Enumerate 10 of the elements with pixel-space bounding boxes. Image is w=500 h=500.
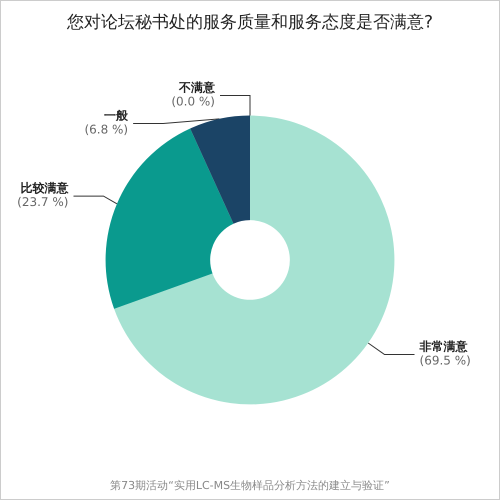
slice-label: 比较满意 — [20, 181, 70, 196]
text: (0.0 %) — [171, 94, 215, 109]
data-label: (69.5 %) — [420, 354, 471, 368]
text: 第73期活动“实用LC-MS生物样品分析方法的建立与验证” — [110, 479, 390, 492]
slice-label: 非常满意 — [418, 340, 469, 354]
data-label: (6.8 %) — [84, 122, 128, 137]
chart-title: 您对论坛秘书处的服务质量和服务态度是否满意? — [66, 12, 434, 32]
category-label: 不满意 — [179, 80, 215, 95]
slice-label: 一般 — [104, 108, 130, 123]
data-label: (23.7 %) — [17, 195, 68, 210]
